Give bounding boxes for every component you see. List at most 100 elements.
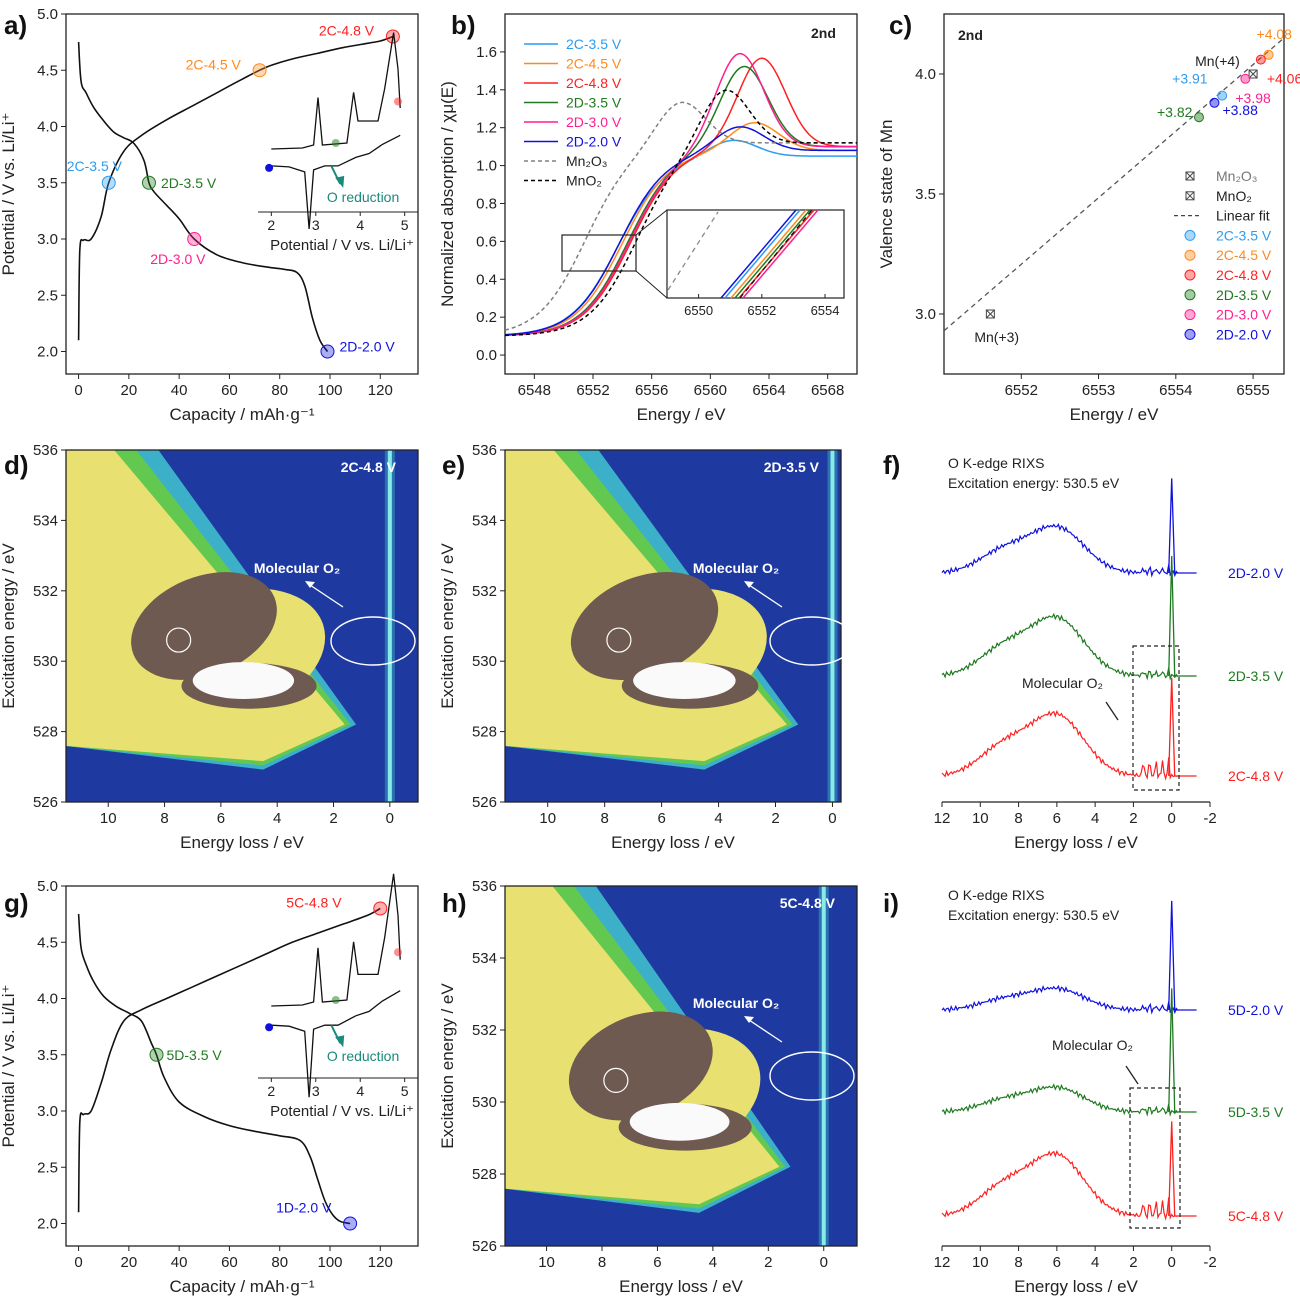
y-tick-label: 4.0 bbox=[37, 991, 58, 1008]
annotation-arrow bbox=[1125, 1065, 1139, 1085]
valence-marker bbox=[1209, 97, 1220, 108]
reference-label: Mn(+4) bbox=[1195, 53, 1240, 69]
y-tick-label: 2.5 bbox=[37, 287, 58, 304]
inset-tick-label: 2 bbox=[267, 217, 275, 233]
heatmap-feature bbox=[629, 1102, 730, 1141]
series-label: 5C-4.8 V bbox=[1228, 1208, 1284, 1224]
voltage-curve bbox=[77, 914, 351, 1225]
x-tick-label: 40 bbox=[171, 382, 188, 399]
x-axis-label: Energy / eV bbox=[637, 405, 726, 424]
valence-marker bbox=[1263, 49, 1274, 60]
state-label: 2C-3.5 V bbox=[67, 158, 123, 174]
panel-c: 6552 6553 6554 6555 Energy / eV 3.0 3.5 4.0 Vale… bbox=[877, 10, 1300, 424]
y-tick-label: 532 bbox=[33, 583, 58, 600]
inset-arrow-head bbox=[335, 1035, 345, 1048]
panel-title: 2D-3.5 V bbox=[764, 459, 820, 475]
panel-subtitle: Excitation energy: 530.5 eV bbox=[948, 907, 1120, 923]
xanes-curve bbox=[504, 126, 857, 336]
molecular-o2-ellipse bbox=[330, 616, 416, 666]
x-axis-label: Energy loss / eV bbox=[611, 833, 735, 852]
x-tick-label: 6 bbox=[1053, 1254, 1061, 1271]
x-tick-label: 6552 bbox=[576, 382, 609, 399]
annotation-text: Molecular O₂ bbox=[693, 995, 779, 1011]
legend-swatch bbox=[1184, 249, 1196, 261]
x-tick-label: 8 bbox=[1014, 1254, 1022, 1271]
x-tick-label: 0 bbox=[820, 1254, 828, 1271]
inset-tick-label: 4 bbox=[356, 1083, 364, 1099]
x-tick-label: 120 bbox=[368, 1254, 393, 1271]
x-tick-label: 20 bbox=[121, 382, 138, 399]
valence-marker bbox=[1255, 54, 1266, 65]
heatmap-feature bbox=[568, 1011, 713, 1121]
annotation-arrow-head bbox=[744, 1016, 754, 1023]
y-tick-label: 536 bbox=[33, 442, 58, 459]
state-marker bbox=[252, 63, 267, 78]
series-label: 2D-2.0 V bbox=[1228, 565, 1284, 581]
y-tick-label: 5.0 bbox=[37, 6, 58, 23]
feature-circle bbox=[606, 627, 632, 653]
x-tick-label: 6 bbox=[217, 810, 225, 827]
y-tick-label: 4.0 bbox=[37, 119, 58, 136]
state-label: 2D-3.5 V bbox=[161, 175, 217, 191]
panel-title: 2C-4.8 V bbox=[341, 459, 397, 475]
panel-a: 0 20 40 60 80 100 120 Capacity / mAh·g⁻¹ 2.0 2.5 3… bbox=[0, 6, 419, 424]
legend-swatch-cross bbox=[1185, 191, 1195, 201]
y-tick-label: 1.6 bbox=[476, 44, 497, 61]
inset-tick-label: 3 bbox=[312, 1083, 320, 1099]
xanes-curve bbox=[504, 101, 857, 331]
y-axis-label: Normalized absorption / χμ(E) bbox=[438, 81, 457, 307]
x-tick-label: 8 bbox=[598, 1254, 606, 1271]
valence-marker bbox=[1217, 90, 1228, 101]
legend-label: 2C-4.8 V bbox=[1216, 267, 1272, 283]
elastic-peak bbox=[1168, 555, 1176, 677]
x-tick-label: 100 bbox=[317, 382, 342, 399]
y-axis-label: Excitation energy / eV bbox=[438, 543, 457, 709]
legend-label: 2D-3.0 V bbox=[566, 114, 622, 130]
legend-label: 2D-2.0 V bbox=[566, 134, 622, 150]
legend-swatch bbox=[1184, 309, 1196, 321]
annotation-text: Molecular O₂ bbox=[693, 560, 779, 576]
x-tick-label: -2 bbox=[1203, 1254, 1216, 1271]
state-label: 2C-4.8 V bbox=[319, 23, 375, 39]
x-tick-label: 2 bbox=[1129, 810, 1137, 827]
series-label: 2C-4.8 V bbox=[1228, 768, 1284, 784]
y-axis-label: Excitation energy / eV bbox=[0, 543, 18, 709]
inset-edge-ref bbox=[667, 211, 719, 291]
rixs-spectrum bbox=[941, 1083, 1179, 1117]
y-axis-label: Potential / V vs. Li/Li⁺ bbox=[0, 985, 18, 1148]
x-tick-label: 12 bbox=[934, 1254, 951, 1271]
x-axis-label: Capacity / mAh·g⁻¹ bbox=[169, 1277, 314, 1296]
x-tick-label: 60 bbox=[221, 1254, 238, 1271]
elastic-glow bbox=[818, 886, 829, 1246]
plot-frame bbox=[65, 449, 419, 803]
heatmap-feature bbox=[131, 572, 277, 680]
x-tick-label: 6556 bbox=[635, 382, 668, 399]
molecular-o2-ellipse bbox=[769, 616, 855, 666]
x-tick-label: 40 bbox=[171, 1254, 188, 1271]
panel-letter: c) bbox=[889, 10, 912, 40]
y-tick-label: 526 bbox=[472, 794, 497, 811]
y-tick-label: 5.0 bbox=[37, 878, 58, 895]
x-tick-label: 20 bbox=[121, 1254, 138, 1271]
x-tick-label: 0 bbox=[386, 810, 394, 827]
x-tick-label: 6552 bbox=[1005, 382, 1038, 399]
y-tick-label: 2.0 bbox=[37, 344, 58, 361]
panel-letter: i) bbox=[883, 888, 899, 918]
panel-b: 6548 6552 6556 6560 6564 6568 Energy / eV 0.0 0.… bbox=[438, 10, 858, 424]
x-tick-label: 6555 bbox=[1236, 382, 1269, 399]
heatmap bbox=[505, 886, 857, 1246]
inset-cv-anodic bbox=[271, 873, 401, 1007]
x-tick-label: 4 bbox=[1091, 1254, 1099, 1271]
inset-marker bbox=[331, 139, 340, 147]
valence-marker bbox=[1240, 73, 1251, 84]
state-label: 2C-4.5 V bbox=[186, 56, 242, 72]
heatmap bbox=[505, 450, 841, 802]
y-tick-label: 1.2 bbox=[476, 120, 497, 137]
y-tick-label: 4.0 bbox=[915, 66, 936, 83]
state-marker bbox=[343, 1216, 358, 1231]
panel-g: 0 20 40 60 80 100 120 Capacity / mAh·g⁻¹ 2.0 2.5 3… bbox=[0, 873, 419, 1296]
y-tick-label: 3.5 bbox=[37, 175, 58, 192]
zoom-connector bbox=[635, 270, 668, 299]
state-marker bbox=[187, 232, 202, 246]
zoom-region bbox=[561, 234, 637, 272]
